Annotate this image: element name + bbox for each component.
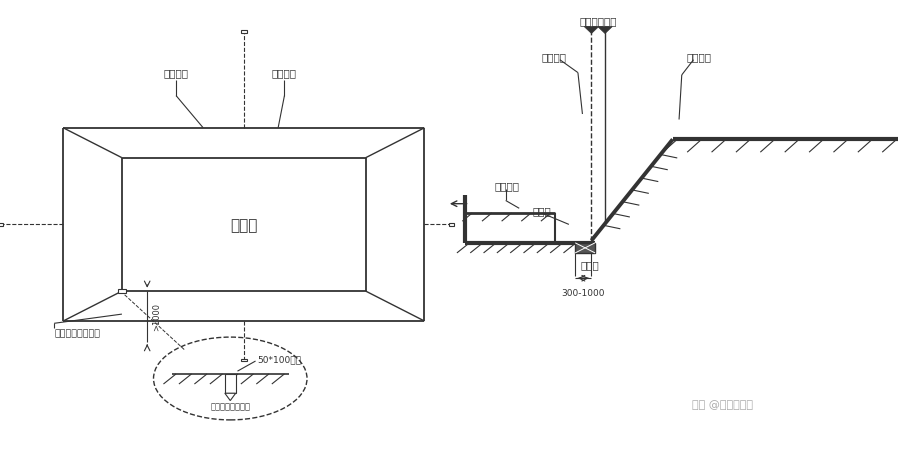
Text: 50*100木桩: 50*100木桩	[257, 355, 301, 364]
Text: 坡顶边线: 坡顶边线	[163, 68, 189, 78]
Text: 基底边线控制木桩: 基底边线控制木桩	[210, 402, 250, 411]
Bar	[241, 31, 246, 34]
Bar	[448, 224, 454, 226]
Text: 头条 @地产微分享: 头条 @地产微分享	[691, 399, 752, 409]
Text: 坡顶边线: 坡顶边线	[686, 52, 711, 62]
Text: 每步坡底边线: 每步坡底边线	[579, 16, 616, 26]
Text: 基础底板: 基础底板	[494, 181, 520, 191]
Text: 作业面: 作业面	[580, 260, 598, 270]
Text: >1000: >1000	[152, 303, 161, 330]
Bar	[0, 224, 3, 226]
Bar	[118, 290, 125, 293]
Text: 基坑底: 基坑底	[230, 218, 257, 232]
Polygon shape	[584, 28, 598, 34]
Text: 基底边线控制木桩: 基底边线控制木桩	[54, 328, 100, 337]
Text: 排水沟: 排水沟	[532, 206, 551, 216]
Polygon shape	[597, 28, 612, 34]
Bar	[241, 359, 246, 362]
Bar	[225, 374, 235, 393]
Text: 坡底边线: 坡底边线	[272, 68, 297, 78]
Text: 300-1000: 300-1000	[561, 288, 604, 297]
Text: 坡底边线: 坡底边线	[541, 52, 566, 62]
Bar	[575, 243, 594, 253]
Polygon shape	[225, 393, 235, 401]
